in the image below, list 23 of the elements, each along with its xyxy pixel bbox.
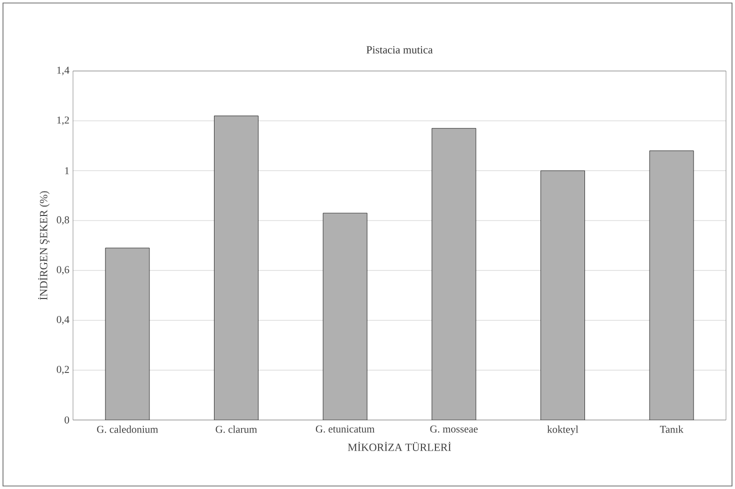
x-tick-label: G. mosseae [430,426,478,433]
y-tick-label: 0,6 [56,266,70,275]
bar [322,212,368,420]
bar [105,248,150,420]
x-axis-title: MİKORİZA TÜRLERİ [348,442,451,452]
y-tick-label: 1,4 [57,66,70,76]
y-axis-title: İNDİRGEN ŞEKER (%) [38,191,50,300]
x-tick-label: G. etunicatum [316,426,375,433]
x-tick-label: kokteyl [547,426,578,436]
x-tick-label: G. clarum [216,426,257,433]
bar [540,170,585,420]
x-tick-label: G. caledonium [97,426,158,433]
y-tick-label: 0 [64,416,70,424]
x-tick-label: Tanık [660,426,684,433]
y-tick-label: 0,8 [56,216,70,225]
bar [649,150,694,420]
bar [432,128,476,420]
y-tick-label: 0,4 [56,316,70,325]
y-tick-label: 1 [65,167,69,174]
chart-title: Pistacia mutica [366,46,433,54]
y-tick-label: 1,2 [57,116,69,126]
bar [214,116,258,420]
y-tick-label: 0,2 [56,366,69,374]
